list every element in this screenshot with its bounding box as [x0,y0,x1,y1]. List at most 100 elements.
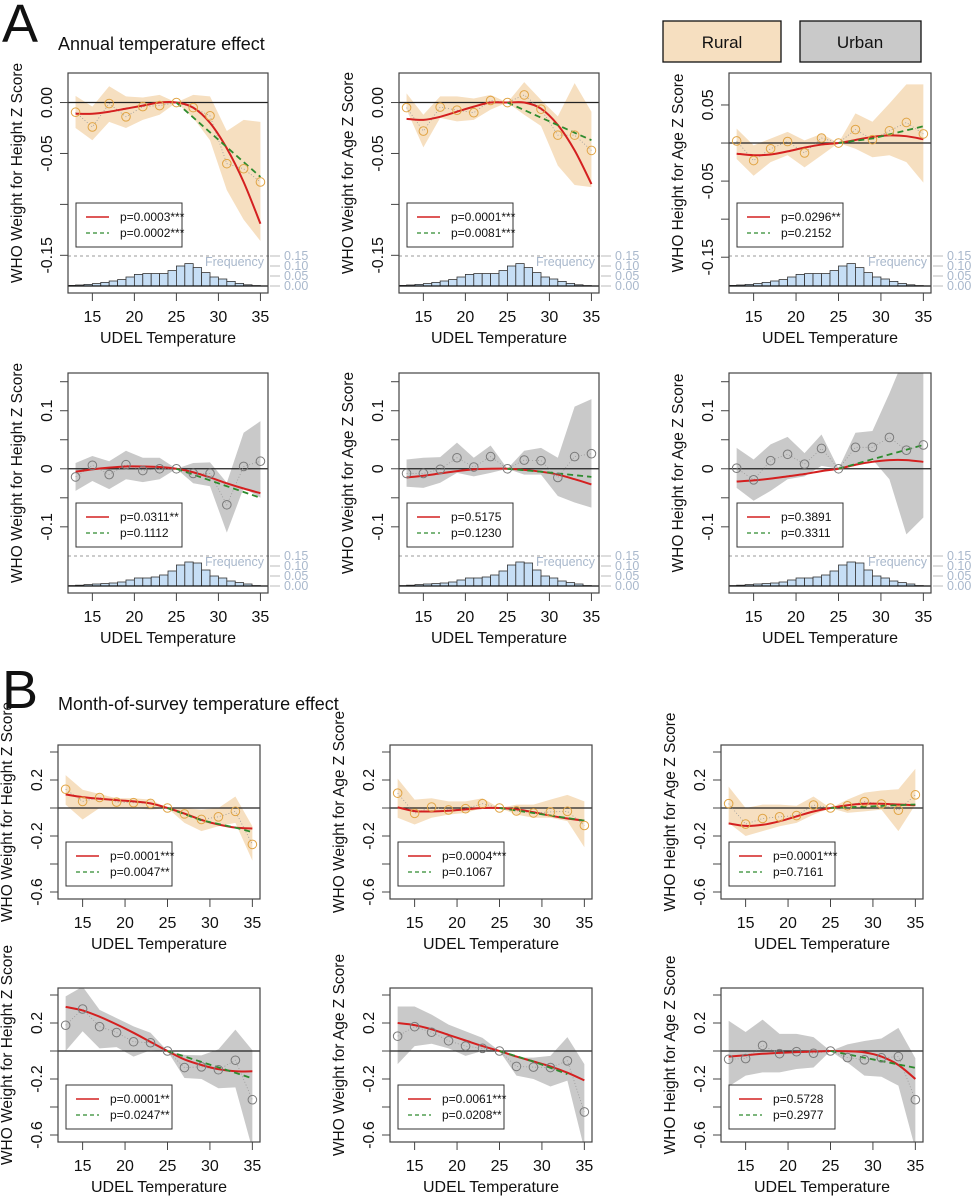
x-tick-label: 35 [906,1158,924,1175]
histogram-bar [532,272,542,287]
y-tick-label: -0.2 [361,822,378,850]
data-point [579,1107,590,1117]
x-tick-label: 25 [499,609,517,626]
y-tick-label: 0.05 [700,89,717,120]
data-point [586,448,597,459]
data-point [247,1094,258,1105]
histogram-bar [142,577,152,587]
confidence-band [728,768,916,836]
y-axis-label: WHO Weight for Height Z Score [9,363,26,583]
data-point [87,460,98,471]
frequency-tick-label: 0.15 [947,549,971,563]
legend-box [728,1084,836,1130]
green-fit-line [499,807,585,822]
points-connector [736,122,924,162]
histogram-bar [464,273,475,287]
histogram-bar [176,265,186,287]
y-axis-label: WHO Weight for Height Z Score [0,945,16,1165]
y-tick-label: 0.00 [370,87,387,118]
points-connector [75,460,261,506]
data-point [765,143,776,154]
data-point [188,102,199,113]
histogram-bar [863,272,873,287]
histogram-bar [821,574,831,587]
histogram-bar [159,574,169,587]
x-tick-label: 30 [864,915,882,932]
data-point [536,455,546,466]
data-point [901,117,912,128]
data-point [859,796,870,807]
y-tick-label: -0.6 [692,878,709,906]
histogram-bar [226,580,236,587]
y-tick-label: -0.2 [29,822,46,850]
x-tick-label: 30 [541,309,559,326]
plot-area [721,1019,923,1142]
data-point [392,1031,403,1041]
data-point [723,798,734,809]
data-point [850,442,861,453]
data-point [825,803,836,813]
frequency-tick-label: 0.05 [615,569,639,583]
frequency-tick-label: 0.05 [284,569,308,583]
frequency-tick-label: 0.00 [947,579,971,593]
data-point [452,452,462,463]
y-tick-label: -0.15 [700,239,717,276]
x-tick-label: 20 [456,309,474,326]
legend-urban-swatch [799,20,922,63]
data-point [154,100,165,111]
frequency-tick-label: 0.10 [947,259,971,273]
frequency-tick-label: 0.10 [284,559,308,573]
data-point [586,145,597,156]
data-point [409,1021,420,1032]
data-point [230,806,241,817]
histogram-bar [549,577,559,587]
data-point [569,130,580,140]
data-point [494,1046,505,1056]
data-point [799,148,810,158]
y-axis-label: WHO Weight for Age Z Score [340,372,357,574]
frequency-tick-label: 0.15 [947,249,971,263]
histogram-bar [150,576,160,587]
data-point [825,1046,836,1056]
x-tick-label: 20 [456,609,474,626]
data-point [808,800,819,810]
legend-green-label: p=0.7161 [773,865,824,879]
y-axis-label: WHO Weight for Height Z Score [9,63,26,283]
histogram-bar [201,569,211,587]
histogram-bar [184,263,194,287]
y-tick-label: -0.05 [39,135,56,172]
confidence-band [736,373,924,535]
frequency-tick-label: 0.00 [615,579,639,593]
x-axis-label: UDEL Temperature [431,630,567,647]
plot-area [58,775,260,861]
x-tick-label: 15 [414,609,432,626]
y-tick-label: 0.1 [700,400,717,422]
legend-green-label: p=0.0247** [110,1108,170,1122]
histogram-bar [192,562,203,587]
legend-green-label: p=0.3311 [781,526,831,540]
histogram-bar [133,577,144,587]
legend-box [736,202,844,248]
y-tick-label: -0.15 [39,237,56,274]
frequency-tick-label: 0.15 [615,549,639,563]
y-axis-label: WHO Weight for Age Z Score [331,711,348,913]
fit-legend: p=0.0003*** p=0.0002*** [75,202,185,248]
data-point [477,798,488,809]
histogram-bar [490,273,500,287]
x-tick-label: 25 [830,309,848,326]
legend-box [736,502,844,548]
panel-b-title: Month-of-survey temperature effect [58,694,339,714]
histogram-bar [167,270,177,287]
fit-legend: p=0.5728 p=0.2977 [728,1084,836,1130]
x-tick-label: 30 [864,1158,882,1175]
data-point [799,459,810,469]
panel-b-rural-2: 15 20 25 30 35 UDEL Temperature 0.2 -0.2 -0.6 WHO… [662,713,924,954]
fit-legend: p=0.0001*** p=0.0081*** [406,202,516,248]
data-point [426,802,437,812]
fit-legend: p=0.0061*** p=0.0208** [397,1084,507,1130]
fit-legend: p=0.0296** p=0.2152 [736,202,844,248]
x-tick-label: 15 [406,915,424,932]
data-point [443,1035,454,1046]
data-point [528,808,539,818]
